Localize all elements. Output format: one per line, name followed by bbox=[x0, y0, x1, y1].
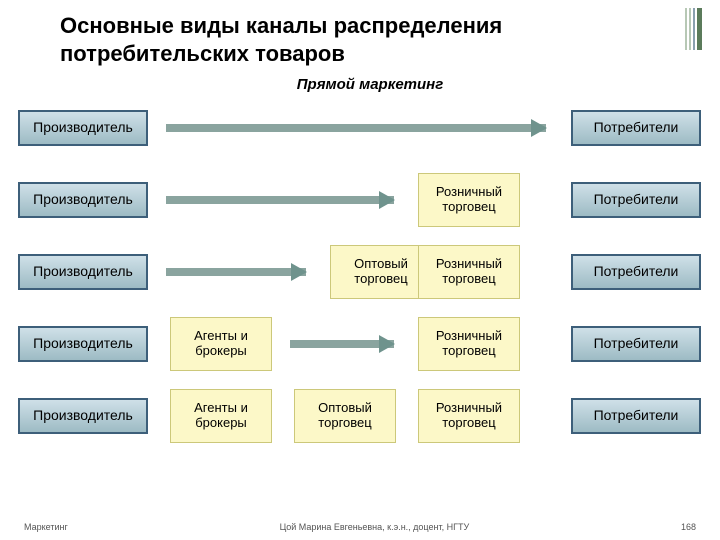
channel-row: Производитель Розничный торговец Потребите… bbox=[18, 170, 702, 242]
arrow bbox=[166, 196, 394, 204]
producer-node: Производитель bbox=[18, 110, 148, 146]
consumer-node: Потребители bbox=[571, 110, 701, 146]
arrow bbox=[290, 340, 394, 348]
arrow bbox=[166, 268, 306, 276]
retailer-node: Розничный торговец bbox=[418, 317, 520, 371]
consumer-node: Потребители bbox=[571, 254, 701, 290]
producer-node: Производитель bbox=[18, 398, 148, 434]
consumer-node: Потребители bbox=[571, 326, 701, 362]
footer-left: Маркетинг bbox=[24, 522, 68, 532]
producer-node: Производитель bbox=[18, 254, 148, 290]
diagram: ПроизводительПотребителиПрямой маркетинг… bbox=[18, 98, 702, 458]
agents-node: Агенты и брокеры bbox=[170, 317, 272, 371]
footer-center: Цой Марина Евгеньевна, к.э.н., доцент, Н… bbox=[280, 522, 470, 532]
channel-row: Производитель Агенты и брокеры Оптовый тор… bbox=[18, 386, 702, 458]
arrow bbox=[166, 124, 546, 132]
accent-bars bbox=[685, 8, 702, 50]
retailer-node: Розничный торговец bbox=[418, 173, 520, 227]
consumer-node: Потребители bbox=[571, 182, 701, 218]
consumer-node: Потребители bbox=[571, 398, 701, 434]
producer-node: Производитель bbox=[18, 182, 148, 218]
footer: Маркетинг Цой Марина Евгеньевна, к.э.н.,… bbox=[0, 522, 720, 532]
wholesaler-node: Оптовый торговец bbox=[294, 389, 396, 443]
channel-row: Производитель Оптовый торговецРозничный т… bbox=[18, 242, 702, 314]
producer-node: Производитель bbox=[18, 326, 148, 362]
retailer-node: Розничный торговец bbox=[418, 389, 520, 443]
row-label: Прямой маркетинг bbox=[208, 76, 532, 93]
page-title: Основные виды каналы распределения потре… bbox=[60, 12, 660, 67]
agents-node: Агенты и брокеры bbox=[170, 389, 272, 443]
channel-row: ПроизводительПотребителиПрямой маркетинг bbox=[18, 98, 702, 170]
retailer-node: Розничный торговец bbox=[418, 245, 520, 299]
wholesaler-node: Оптовый торговец bbox=[330, 245, 432, 299]
channel-row: Производитель Агенты и брокеры Розничный т… bbox=[18, 314, 702, 386]
footer-right: 168 bbox=[681, 522, 696, 532]
